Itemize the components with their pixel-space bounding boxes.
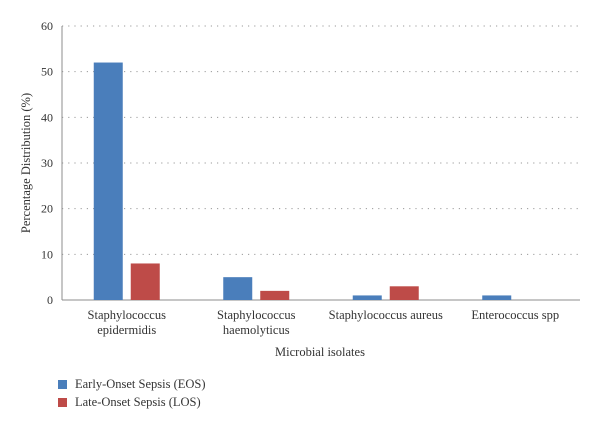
x-category-label-line: haemolyticus [223, 323, 290, 337]
y-tick-label: 50 [41, 65, 53, 79]
bar-eos [352, 295, 382, 300]
x-category-label-line: epidermidis [97, 323, 156, 337]
y-tick-label: 40 [41, 110, 53, 124]
legend-swatch-eos [58, 379, 67, 389]
x-category-label-line: Staphylococcus aureus [329, 308, 443, 322]
legend-label-eos: Early-Onset Sepsis (EOS) [75, 376, 206, 391]
bar-eos [482, 295, 512, 300]
legend: Early-Onset Sepsis (EOS) Late-Onset Seps… [58, 375, 206, 411]
x-category-label-line: Staphylococcus [88, 308, 167, 322]
x-category-label: Staphylococcus haemolyticus [217, 308, 296, 337]
y-axis-title: Percentage Distribution (%) [19, 93, 33, 233]
bar-los [260, 290, 290, 300]
bar-eos [93, 62, 123, 301]
legend-item-los: Late-Onset Sepsis (LOS) [58, 393, 206, 411]
legend-swatch-los [58, 397, 67, 407]
y-tick-label: 60 [41, 19, 53, 33]
legend-label-los: Late-Onset Sepsis (LOS) [75, 394, 201, 409]
y-tick-label: 30 [41, 156, 53, 170]
legend-item-eos: Early-Onset Sepsis (EOS) [58, 375, 206, 393]
y-tick-label: 0 [47, 293, 53, 307]
y-tick-label: 10 [41, 247, 53, 261]
x-category-label-line: Staphylococcus [217, 308, 296, 322]
y-tick-labels: 0 10 20 30 40 50 60 [41, 19, 53, 307]
bars [93, 62, 512, 301]
x-category-label: Staphylococcus aureus [329, 308, 443, 322]
x-category-label: Staphylococcus epidermidis [88, 308, 167, 337]
bar-eos [223, 277, 253, 300]
y-tick-label: 20 [41, 202, 53, 216]
bar-los [389, 286, 419, 300]
x-category-label: Enterococcus spp [471, 308, 559, 322]
x-axis-title: Microbial isolates [275, 345, 365, 359]
bar-los [130, 263, 160, 300]
grid-lines [62, 25, 580, 255]
x-category-label-line: Enterococcus spp [471, 308, 559, 322]
